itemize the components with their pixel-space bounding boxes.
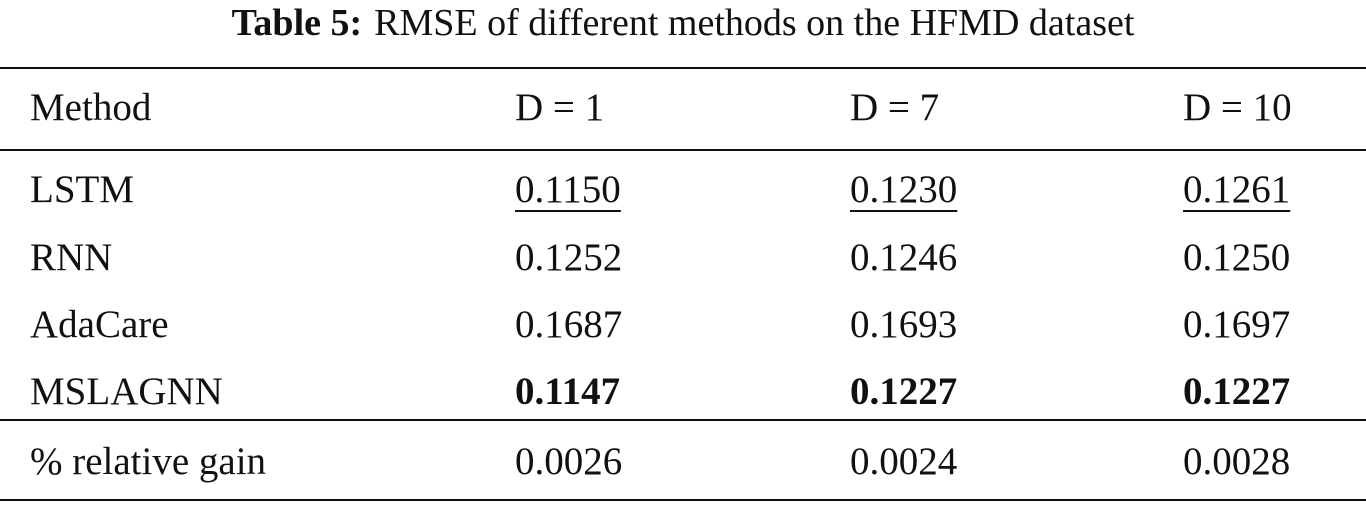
table-cell: 0.0024 [850,440,958,483]
table-cell: 0.1246 [850,236,958,279]
table-cell: 0.1693 [850,303,958,346]
row-label: RNN [30,236,113,279]
row-label: LSTM [30,168,135,211]
bottom-rule [0,499,1366,501]
header-cell: Method [30,86,152,129]
table-cell: 0.1227 [1183,370,1291,413]
table-cell: 0.1150 [515,168,621,211]
table-cell: 0.1687 [515,303,623,346]
row-label: % relative gain [30,440,267,483]
table-cell: 0.1250 [1183,236,1291,279]
header-cell: D = 7 [850,86,940,129]
row-label: AdaCare [30,303,169,346]
mid-rule [0,419,1366,421]
table-cell: 0.0028 [1183,440,1291,483]
header-rule [0,149,1366,151]
top-rule [0,67,1366,69]
row-label: MSLAGNN [30,370,223,413]
caption: Table 5: RMSE of different methods on the… [0,0,1366,46]
table-cell: 0.0026 [515,440,623,483]
table-cell: 0.1230 [850,168,958,211]
caption-text: RMSE of different methods on the HFMD da… [374,2,1135,44]
table-cell: 0.1252 [515,236,623,279]
caption-label: Table 5: [231,2,363,44]
header-cell: D = 1 [515,86,605,129]
table-cell: 0.1227 [850,370,958,413]
table-cell: 0.1697 [1183,303,1291,346]
table-cell: 0.1147 [515,370,621,413]
header-cell: D = 10 [1183,86,1292,129]
table-cell: 0.1261 [1183,168,1291,211]
